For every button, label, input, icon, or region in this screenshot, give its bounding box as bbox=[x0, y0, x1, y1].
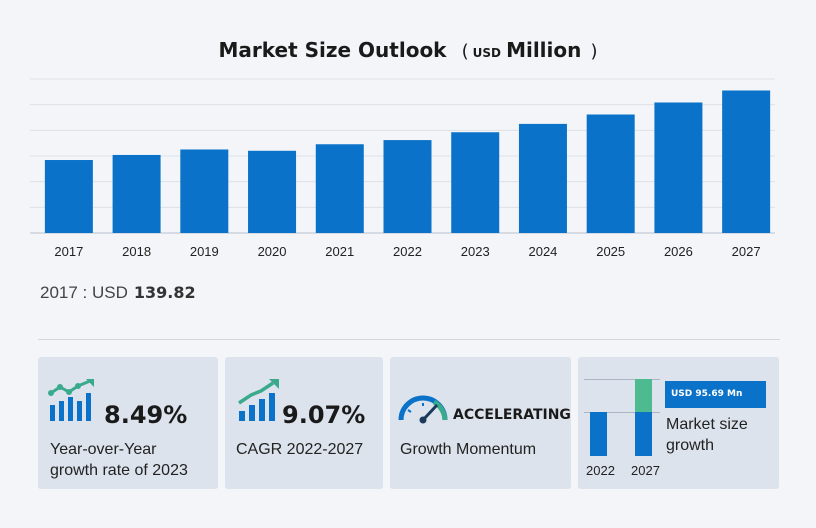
bar-2017 bbox=[44, 160, 93, 233]
trend-bars-icon bbox=[238, 379, 279, 421]
momentum-card: ACCELERATING Growth Momentum bbox=[390, 357, 571, 489]
cagr-value: 9.07% bbox=[282, 401, 366, 429]
yoy-label-line1: Year-over-Year bbox=[50, 441, 157, 458]
bar-2027 bbox=[722, 90, 771, 234]
x-tick-label: 2023 bbox=[461, 244, 490, 259]
market-size-label: Market size growth bbox=[666, 414, 748, 456]
momentum-label: Growth Momentum bbox=[400, 441, 537, 458]
mini-bar-end-base bbox=[635, 412, 652, 456]
bar-chart: 2017 2018 2019 2020 2021 2022 2023 2024 2025 2026… bbox=[30, 78, 775, 259]
growth-chart-icon bbox=[48, 379, 94, 421]
mini-label-end: 2027 bbox=[631, 463, 660, 478]
x-tick-label: 2018 bbox=[122, 244, 151, 259]
yoy-label-line2: growth rate of 2023 bbox=[50, 462, 188, 479]
mini-bar-start bbox=[590, 412, 607, 456]
x-tick-label: 2020 bbox=[258, 244, 287, 259]
bar-2024 bbox=[518, 123, 567, 233]
bar-2021 bbox=[315, 144, 364, 233]
x-tick-label: 2019 bbox=[190, 244, 219, 259]
x-tick-label: 2021 bbox=[325, 244, 354, 259]
x-tick-label: 2025 bbox=[596, 244, 625, 259]
first-year-label: 2017 : USD bbox=[40, 283, 128, 302]
speedometer-icon bbox=[398, 395, 448, 424]
market-size-label-line1: Market size bbox=[666, 416, 748, 433]
first-year-value: 2017 : USD 139.82 bbox=[40, 283, 196, 303]
cagr-card: 9.07% CAGR 2022-2027 bbox=[225, 357, 383, 489]
x-tick-label: 2026 bbox=[664, 244, 693, 259]
increment-badge: USD 95.69 Mn bbox=[665, 381, 766, 408]
bar-2025 bbox=[586, 114, 635, 233]
mini-gridline-top bbox=[584, 379, 660, 380]
section-divider bbox=[38, 339, 780, 340]
title-currency: USD bbox=[472, 46, 501, 60]
mini-bar-end-increment bbox=[635, 379, 652, 412]
market-size-card: 2022 2027 USD 95.69 Mn Market size growt… bbox=[578, 357, 779, 489]
yoy-value: 8.49% bbox=[104, 401, 188, 429]
mini-gridline-mid bbox=[584, 412, 660, 413]
first-year-amount: 139.82 bbox=[133, 283, 196, 302]
bar-2026 bbox=[654, 102, 703, 234]
cagr-label: CAGR 2022-2027 bbox=[236, 441, 364, 458]
x-tick-label: 2022 bbox=[393, 244, 422, 259]
x-tick-label: 2017 bbox=[54, 244, 83, 259]
bar-2020 bbox=[248, 150, 297, 233]
x-tick-label: 2024 bbox=[528, 244, 557, 259]
title-open-paren: ( bbox=[461, 41, 469, 62]
title-unit: Million bbox=[506, 38, 582, 62]
title-text: Market Size Outlook bbox=[218, 38, 447, 62]
bar-2023 bbox=[451, 132, 500, 233]
x-tick-label: 2027 bbox=[732, 244, 761, 259]
mini-label-start: 2022 bbox=[586, 463, 615, 478]
title-close-paren: ) bbox=[590, 41, 598, 62]
yoy-card: 8.49% Year-over-Year growth rate of 2023 bbox=[38, 357, 218, 489]
bar-2018 bbox=[112, 154, 161, 233]
momentum-status: ACCELERATING bbox=[453, 407, 571, 423]
market-size-label-line2: growth bbox=[666, 437, 715, 454]
bar-2019 bbox=[180, 149, 229, 233]
chart-title: Market Size Outlook (USD Million ) bbox=[0, 38, 816, 62]
bar-2022 bbox=[383, 140, 432, 233]
